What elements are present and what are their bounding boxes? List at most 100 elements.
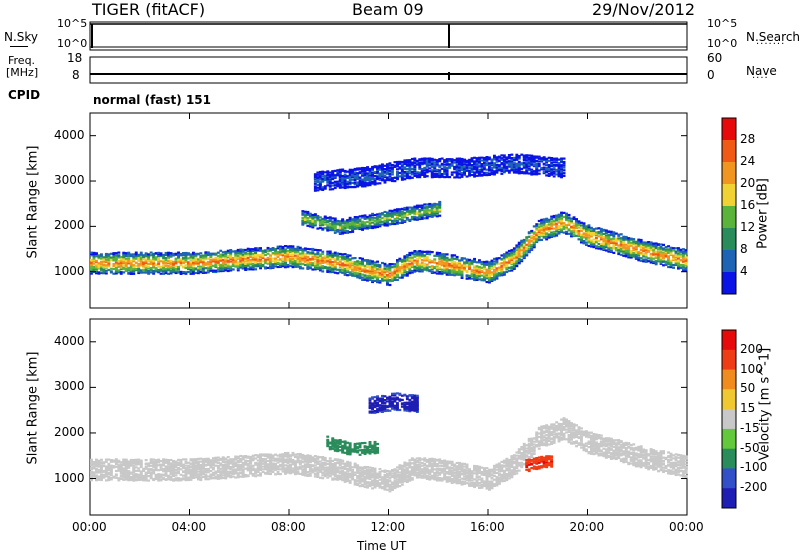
power-cell-upper-3007 bbox=[323, 220, 327, 223]
vel-cell-main-148 bbox=[122, 475, 126, 479]
power-cell-main-2269 bbox=[550, 223, 554, 226]
power-cell-far-3970 bbox=[438, 174, 442, 177]
power-cell-far-3551 bbox=[343, 179, 347, 182]
power-cell-far-4272 bbox=[507, 169, 511, 172]
power-cell-main-1304 bbox=[356, 276, 360, 279]
power-cell-upper-3002 bbox=[321, 217, 325, 220]
power-cell-upper-3049 bbox=[333, 217, 337, 220]
power-cell-main-2577 bbox=[614, 249, 618, 252]
power-cell-main-1296 bbox=[353, 267, 357, 270]
power-cell-main-1750 bbox=[445, 260, 449, 263]
power-cell-main-1548 bbox=[403, 257, 407, 260]
power-cell-far-3930 bbox=[428, 158, 432, 161]
power-cell-main-1699 bbox=[438, 271, 442, 274]
power-cell-main-1685 bbox=[433, 254, 437, 257]
power-cell-upper-3348 bbox=[420, 213, 424, 216]
vel-cell-main-41 bbox=[97, 470, 101, 473]
power-cell-far-4108 bbox=[470, 167, 474, 170]
power-cell-main-2051 bbox=[507, 257, 511, 260]
power-cell-main-2616 bbox=[622, 244, 626, 247]
power-cell-far-3908 bbox=[423, 161, 427, 164]
power-cell-main-1511 bbox=[396, 267, 399, 270]
power-cell-main-874 bbox=[266, 249, 270, 252]
power-cell-far-3572 bbox=[348, 171, 352, 174]
power-cell-main-2609 bbox=[622, 254, 626, 257]
power-cell-main-1732 bbox=[443, 261, 447, 264]
power-cell-main-165 bbox=[122, 257, 126, 260]
power-cell-main-52 bbox=[100, 271, 103, 274]
power-cell-far-3517 bbox=[336, 172, 340, 175]
power-cell-upper-3290 bbox=[403, 211, 407, 214]
power-cell-upper-3137 bbox=[358, 215, 362, 218]
power-cell-main-1681 bbox=[433, 265, 437, 269]
power-cell-main-4 bbox=[90, 265, 93, 268]
power-cell-main-1671 bbox=[430, 270, 434, 274]
power-cell-main-2336 bbox=[565, 232, 568, 235]
power-cell-far-3565 bbox=[348, 183, 352, 186]
power-cell-main-119 bbox=[114, 272, 118, 275]
power-cell-main-1730 bbox=[443, 264, 447, 267]
power-cell-far-4486 bbox=[557, 172, 561, 175]
power-cell-far-3719 bbox=[381, 174, 384, 177]
power-cell-main-1028 bbox=[296, 249, 300, 252]
power-cell-main-2144 bbox=[525, 247, 529, 250]
power-cell-main-462 bbox=[184, 272, 188, 275]
power-cell-main-2131 bbox=[522, 250, 526, 253]
power-cell-main-278 bbox=[144, 252, 148, 255]
power-cell-far-3923 bbox=[428, 170, 432, 173]
power-cell-far-4137 bbox=[475, 157, 479, 160]
power-cell-main-219 bbox=[132, 255, 136, 258]
power-cell-main-2448 bbox=[587, 230, 591, 233]
power-cell-main-2185 bbox=[532, 225, 536, 228]
power-cell-far-3875 bbox=[415, 159, 419, 162]
power-cell-upper-2978 bbox=[313, 220, 317, 223]
power-cell-main-115 bbox=[112, 255, 116, 258]
power-cell-main-838 bbox=[259, 264, 262, 267]
vel-cell-main-185 bbox=[127, 470, 131, 473]
power-cell-main-943 bbox=[281, 252, 285, 255]
power-cell-main-26 bbox=[95, 272, 98, 275]
power-cell-upper-3065 bbox=[338, 220, 342, 223]
power-cell-far-4395 bbox=[532, 155, 536, 158]
power-cell-far-4287 bbox=[510, 160, 514, 163]
power-cell-main-236 bbox=[137, 262, 141, 266]
power-cell-upper-3041 bbox=[333, 229, 337, 232]
power-cell-upper-3122 bbox=[356, 224, 360, 227]
vel-cell-main-338 bbox=[159, 473, 163, 476]
power-cell-far-4313 bbox=[515, 155, 519, 158]
power-cell-far-4147 bbox=[478, 159, 481, 163]
power-cell-main-1517 bbox=[398, 276, 402, 279]
power-cell-upper-2936 bbox=[301, 219, 305, 222]
power-cell-far-4133 bbox=[475, 162, 479, 165]
power-cell-far-4214 bbox=[493, 156, 496, 159]
power-cell-upper-3219 bbox=[383, 210, 387, 214]
power-cell-far-3687 bbox=[373, 175, 377, 178]
power-cell-far-4348 bbox=[525, 170, 529, 173]
power-cell-main-873 bbox=[266, 252, 270, 255]
power-cell-main-2433 bbox=[585, 233, 588, 236]
power-cell-far-3860 bbox=[413, 168, 417, 172]
power-cell-far-4366 bbox=[527, 162, 531, 165]
power-cell-upper-3274 bbox=[398, 208, 402, 211]
power-cell-main-2723 bbox=[644, 255, 648, 259]
power-cell-far-4111 bbox=[470, 163, 474, 167]
power-cell-far-3471 bbox=[326, 181, 330, 184]
power-cell-far-4238 bbox=[500, 169, 504, 172]
power-cell-far-4000 bbox=[445, 169, 449, 173]
vel-cell-main-187 bbox=[127, 465, 131, 468]
power-cell-far-4082 bbox=[463, 163, 466, 166]
power-cell-upper-3083 bbox=[346, 230, 350, 233]
power-cell-main-772 bbox=[246, 264, 250, 267]
vel-cell-main-229 bbox=[137, 478, 141, 481]
power-cell-main-1030 bbox=[296, 247, 300, 250]
power-cell-main-2526 bbox=[604, 243, 608, 246]
power-cell-upper-3119 bbox=[353, 216, 357, 219]
power-cell-main-1707 bbox=[438, 254, 442, 257]
power-cell-main-936 bbox=[281, 265, 285, 268]
power-cell-upper-3184 bbox=[373, 223, 377, 226]
power-cell-main-1273 bbox=[348, 261, 352, 264]
power-cell-main-27 bbox=[95, 270, 98, 273]
power-cell-upper-3003 bbox=[323, 227, 327, 230]
power-cell-main-1000 bbox=[291, 249, 295, 252]
vel-cell-main-310 bbox=[154, 476, 158, 479]
